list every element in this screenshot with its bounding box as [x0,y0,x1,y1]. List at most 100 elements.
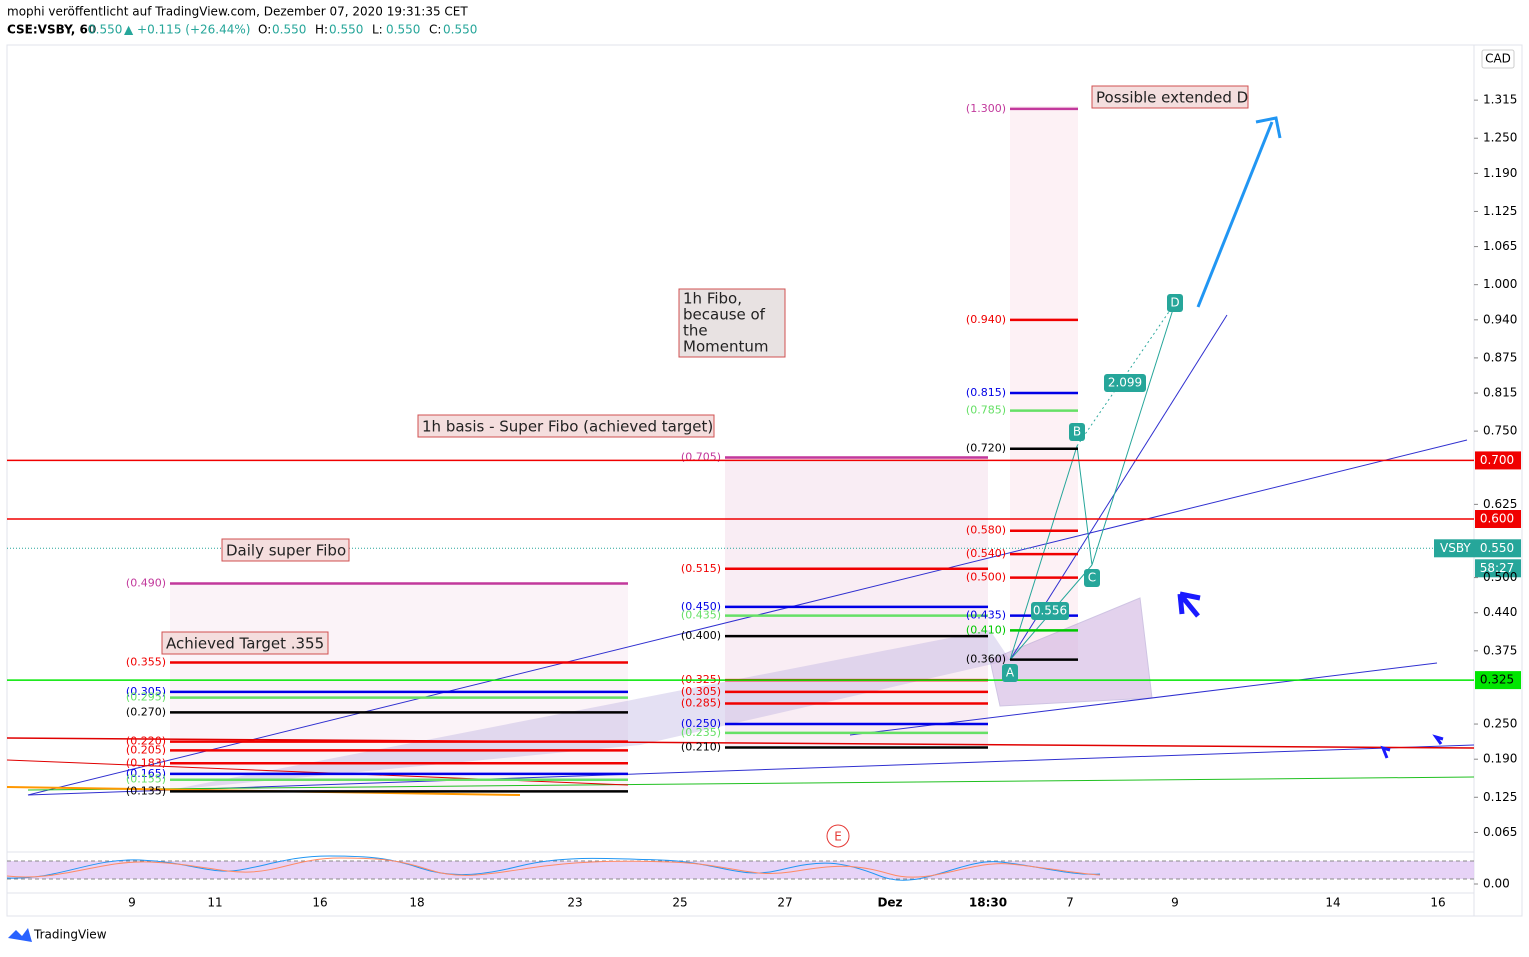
ratio-badge [1104,374,1146,392]
x-tick-label: 25 [672,896,687,910]
fib-label: (0.135) [126,784,166,797]
fib-label: (0.295) [126,691,166,704]
x-tick-label: 23 [567,896,582,910]
y-tick-label: 0.190 [1483,752,1517,766]
annotations: Possible extended D 1h basis - Super Fib… [161,85,1249,848]
y-tick-label: 0.065 [1483,825,1517,839]
arrow [1177,591,1201,618]
fib-label: (0.705) [681,450,721,463]
fib-label: (0.435) [681,609,721,622]
fib-label: (0.210) [681,740,721,753]
fib-label: (0.220) [126,735,166,748]
y-tick-label: 1.125 [1483,204,1517,218]
fib-label: (0.410) [966,623,1006,636]
y-tick-label: 0.500 [1483,570,1517,584]
x-tick-label: 16 [312,896,327,910]
pattern-badge [1167,294,1183,312]
x-tick-label: 11 [207,896,222,910]
fib-label: (0.250) [681,717,721,730]
x-tick-label: 27 [777,896,792,910]
currency-box [1481,49,1515,69]
pattern-badge [1069,423,1085,441]
fib-label: (0.305) [126,685,166,698]
note: because of [683,306,766,324]
drawings [6,106,1475,796]
y-tick-label: 1.315 [1483,93,1517,107]
y-tick-label: 0.250 [1483,717,1517,731]
fib-zone [170,583,628,790]
ohlc-value: 0.550 [386,23,420,37]
fib-label: (0.450) [681,600,721,613]
fib-label: (0.305) [681,685,721,698]
y-tick-label: 1.065 [1483,239,1517,253]
y-tick-label: 1.000 [1483,277,1517,291]
y-tick-label: 0.815 [1483,386,1517,400]
fib-label: (0.285) [681,697,721,710]
note-box [417,414,715,438]
ohlc-key: C: [429,23,441,37]
y-tick-label: 0.375 [1483,643,1517,657]
price-badge [1475,671,1521,690]
fib-label: (0.815) [966,386,1006,399]
x-tick-label: 18 [409,896,424,910]
fib-label: (0.580) [966,524,1006,537]
note: Achieved Target .355 [166,635,324,653]
fib-label: (0.540) [966,547,1006,560]
ohlc-key: H: [315,23,328,37]
note: Possible extended D [1096,89,1248,107]
y-tick-label: 1.250 [1483,131,1517,145]
note-box [1091,85,1249,109]
ratio: 0.556 [1033,604,1067,618]
trendline [6,737,1475,749]
fib-label: (0.155) [126,773,166,786]
arrow [1196,121,1274,308]
y-tick-label: 0.440 [1483,605,1517,619]
y-tick-label: 0.125 [1483,790,1517,804]
header-title: mophi veröffentlicht auf TradingView.com… [7,5,468,19]
x-tick-label: 16 [1430,896,1445,910]
x-tick-label: 7 [1066,896,1074,910]
brand: TradingView [33,928,107,942]
price-badge-label: 0.600 [1480,512,1514,526]
x-tick-label: Dez [877,896,902,910]
fib-label: (0.720) [966,442,1006,455]
pattern-point: B [1073,425,1081,439]
fib-zone [1010,106,1078,658]
price-badge-label: 0.325 [1480,673,1514,687]
note-box [678,288,786,358]
fibs: (0.490)(0.355)(0.305)(0.295)(0.270)(0.22… [126,102,1078,797]
last-price: 0.550 [88,23,122,37]
ohlc-value: 0.550 [272,23,306,37]
x-tick-label: 14 [1325,896,1340,910]
price-badge-name: VSBY [1440,541,1471,555]
fib-label: (0.785) [966,404,1006,417]
ohlc-key: L: [372,23,383,37]
fib-label: (0.435) [966,609,1006,622]
arrow [1380,734,1444,759]
osc-line [6,855,1101,881]
price-badge-label: 0.700 [1480,453,1514,467]
fib-label: (0.183) [126,756,166,769]
y-tick-label: 0.750 [1483,424,1517,438]
note: 1h basis - Super Fibo (achieved target) [422,418,713,436]
ohlc: O: 0.550 H: 0.550 L: 0.550 C: 0.550 [258,23,477,37]
fib-label: (1.300) [966,102,1006,115]
fib-label: (0.270) [126,705,166,718]
fib-label: (0.235) [681,726,721,739]
event: E [834,830,842,844]
x-tick-label: 9 [1171,896,1179,910]
fib-label: (0.165) [126,767,166,780]
fib-label: (0.500) [966,571,1006,584]
countdown-badge [1475,559,1521,578]
trendline [27,744,1475,796]
y-tick-label: 0.625 [1483,497,1517,511]
ratio: 2.099 [1108,376,1142,390]
fib-label: (0.355) [126,656,166,669]
price-badge [1475,510,1521,529]
fib-label: (0.940) [966,313,1006,326]
price-badge-label: 0.550 [1480,541,1514,555]
oscillator [6,855,1474,881]
note: 1h Fibo, [683,290,742,308]
pattern-point: C [1088,571,1096,585]
osc-line [6,857,1101,878]
